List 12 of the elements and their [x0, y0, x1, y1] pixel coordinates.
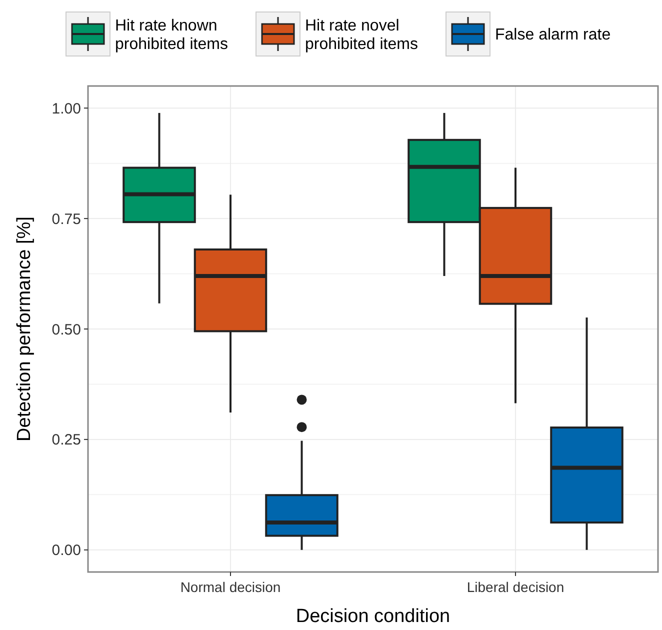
y-tick-label: 1.00	[52, 100, 81, 118]
y-tick-label: 0.25	[52, 432, 81, 449]
y-axis-title: Detection performance [%]	[14, 216, 35, 442]
x-tick-label: Liberal decision	[466, 579, 564, 595]
legend-label: Hit rate novel prohibited items	[305, 18, 418, 53]
legend-label: Hit rate known prohibited items	[115, 18, 228, 53]
y-tick-label: 0.00	[52, 542, 81, 560]
y-tick-label: 0.50	[52, 321, 81, 338]
x-axis-title: Decision condition	[296, 606, 450, 627]
y-tick-label: 0.75	[52, 210, 81, 228]
legend-label: False alarm rate	[495, 26, 611, 44]
x-tick-label: Normal decision	[180, 579, 281, 595]
